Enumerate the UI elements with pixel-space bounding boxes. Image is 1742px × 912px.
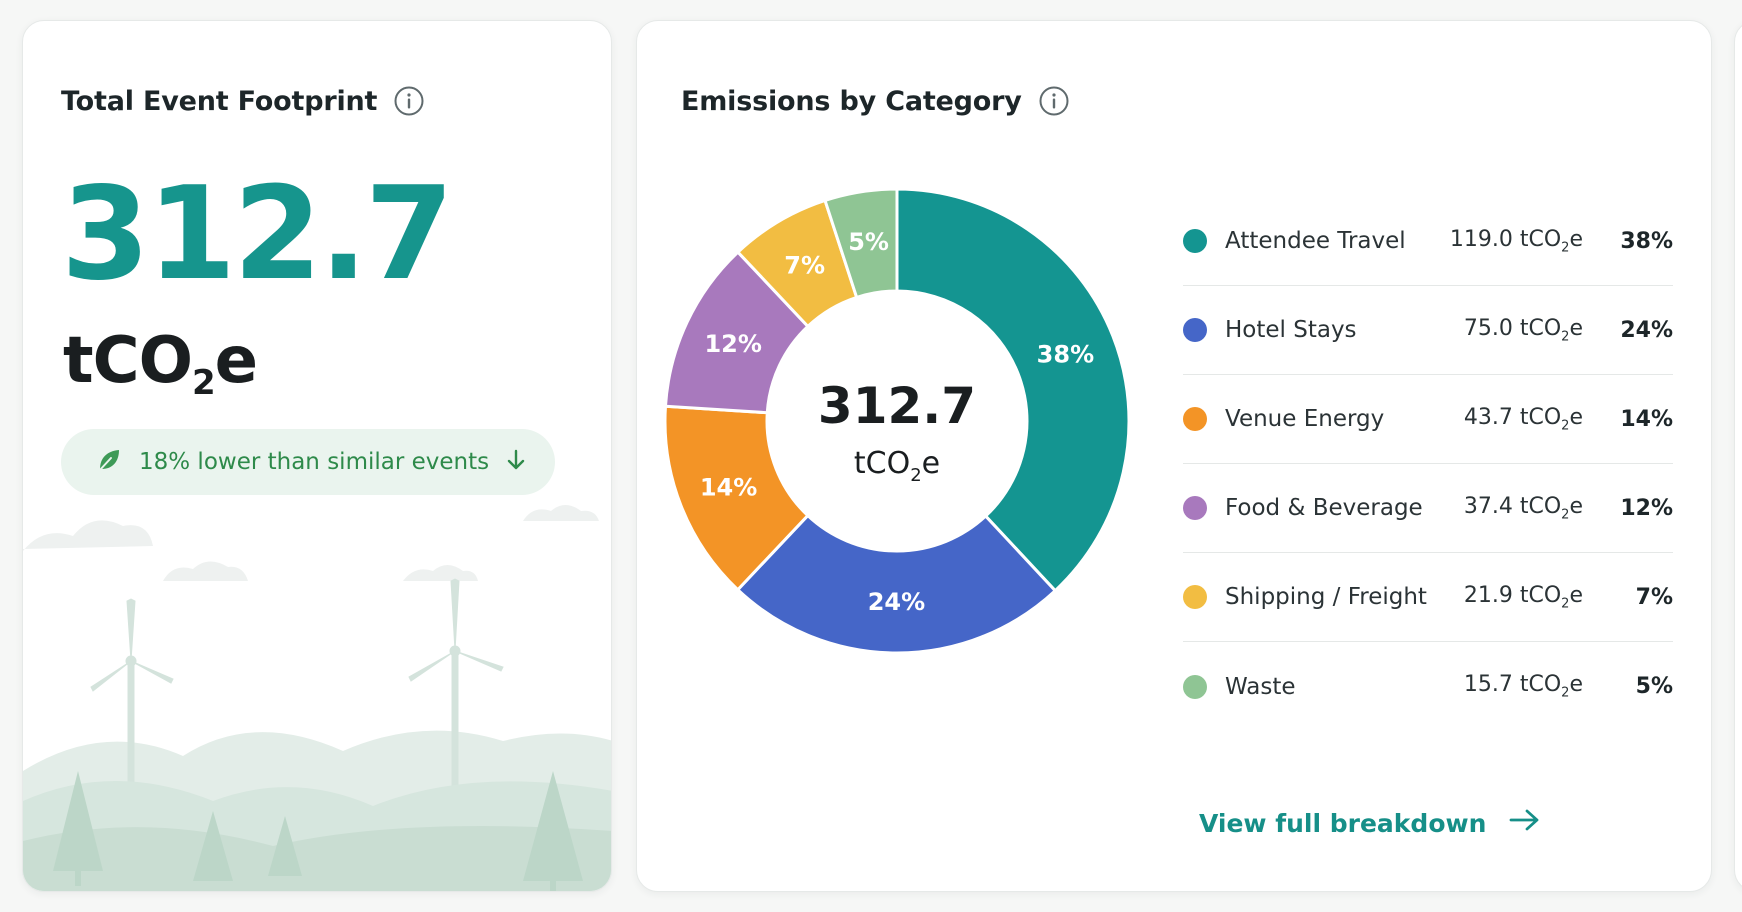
legend-unit-suffix: e <box>1569 404 1583 430</box>
info-icon[interactable] <box>393 85 425 117</box>
emissions-donut-chart: 38% 24% 14% 12% 7% 5% 312.7 tCO2e <box>663 187 1131 655</box>
info-icon[interactable] <box>1038 85 1070 117</box>
legend-row[interactable]: Hotel Stays 75.0 tCO2e 24% <box>1183 286 1673 375</box>
legend-value-number: 75.0 <box>1463 315 1520 341</box>
legend-category-name: Waste <box>1225 673 1296 700</box>
legend-unit-prefix: tCO <box>1519 226 1562 252</box>
legend-unit-subscript: 2 <box>1561 507 1570 523</box>
legend-unit-subscript: 2 <box>1561 240 1570 256</box>
comparison-text: 18% lower than similar events <box>139 449 490 475</box>
view-full-breakdown-label: View full breakdown <box>1199 808 1487 838</box>
legend-unit-prefix: tCO <box>1519 493 1562 519</box>
unit-prefix: tCO <box>63 324 193 398</box>
legend-unit-subscript: 2 <box>1561 596 1570 612</box>
emissions-legend: Attendee Travel 119.0 tCO2e 38% Hotel Stays… <box>1183 197 1673 731</box>
legend-unit-suffix: e <box>1569 493 1583 519</box>
legend-value-number: 15.7 <box>1463 672 1520 698</box>
wind-turbine-landscape-illustration <box>23 505 611 891</box>
legend-category-value: 119.0 tCO2e <box>1450 227 1583 255</box>
total-footprint-value: 312.7 <box>61 160 454 309</box>
legend-unit-prefix: tCO <box>1519 582 1562 608</box>
emissions-by-category-card: Emissions by Category 38% 24% 14% 12% 7% 5% 3… <box>636 20 1712 892</box>
legend-row[interactable]: Waste 15.7 tCO2e 5% <box>1183 642 1673 731</box>
donut-slice-label: 12% <box>704 330 761 358</box>
donut-slice-label: 38% <box>1037 341 1094 369</box>
legend-color-dot <box>1183 229 1207 253</box>
legend-category-name: Shipping / Freight <box>1225 584 1427 610</box>
arrow-right-icon <box>1508 807 1542 839</box>
legend-category-name: Hotel Stays <box>1225 317 1357 343</box>
donut-slice-label: 7% <box>784 251 825 279</box>
donut-slice-label: 24% <box>868 588 925 616</box>
legend-category-value: 37.4 tCO2e <box>1464 494 1583 522</box>
legend-category-percent: 24% <box>1620 317 1673 343</box>
leaf-icon <box>95 446 123 478</box>
legend-color-dot <box>1183 407 1207 431</box>
legend-category-value: 43.7 tCO2e <box>1464 405 1583 433</box>
legend-category-name: Venue Energy <box>1225 406 1385 432</box>
emissions-title: Emissions by Category <box>681 85 1022 117</box>
next-card-edge <box>1734 20 1742 892</box>
legend-row[interactable]: Shipping / Freight 21.9 tCO2e 7% <box>1183 553 1673 642</box>
emissions-header: Emissions by Category <box>681 85 1070 117</box>
legend-color-dot <box>1183 674 1207 699</box>
unit-suffix: e <box>214 324 258 398</box>
unit-subscript: 2 <box>910 465 921 486</box>
unit-suffix: e <box>922 446 940 481</box>
legend-category-name: Attendee Travel <box>1225 228 1406 254</box>
legend-unit-subscript: 2 <box>1561 329 1570 345</box>
legend-category-percent: 14% <box>1620 406 1673 432</box>
legend-category-percent: 7% <box>1635 584 1673 610</box>
legend-unit-suffix: e <box>1569 672 1583 698</box>
legend-category-percent: 5% <box>1635 674 1673 699</box>
total-footprint-card: Total Event Footprint 312.7 tCO2e 18% lo… <box>22 20 612 892</box>
total-footprint-title: Total Event Footprint <box>61 85 378 117</box>
donut-slice-label: 5% <box>848 228 889 256</box>
legend-row[interactable]: Attendee Travel 119.0 tCO2e 38% <box>1183 197 1673 286</box>
donut-slice-label: 14% <box>700 473 757 501</box>
legend-category-percent: 12% <box>1620 495 1673 521</box>
legend-unit-subscript: 2 <box>1561 418 1570 434</box>
legend-unit-suffix: e <box>1569 226 1583 252</box>
legend-value-number: 21.9 <box>1463 582 1520 608</box>
donut-center-unit: tCO2e <box>854 446 940 486</box>
legend-category-name: Food & Beverage <box>1225 495 1423 521</box>
comparison-badge: 18% lower than similar events <box>61 429 555 495</box>
legend-category-percent: 38% <box>1620 228 1673 254</box>
view-full-breakdown-link[interactable]: View full breakdown <box>1199 807 1542 839</box>
legend-unit-suffix: e <box>1569 582 1583 608</box>
legend-value-number: 37.4 <box>1463 493 1520 519</box>
legend-color-dot <box>1183 585 1207 609</box>
legend-unit-subscript: 2 <box>1561 685 1570 701</box>
legend-row[interactable]: Food & Beverage 37.4 tCO2e 12% <box>1183 464 1673 553</box>
total-footprint-header: Total Event Footprint <box>61 85 425 117</box>
donut-center-value: 312.7 <box>818 377 976 435</box>
legend-category-value: 15.7 tCO2e <box>1464 672 1583 700</box>
unit-prefix: tCO <box>854 446 910 481</box>
legend-color-dot <box>1183 318 1207 342</box>
arrow-down-icon <box>505 448 527 476</box>
legend-unit-suffix: e <box>1569 315 1583 341</box>
donut-hole <box>767 291 1027 551</box>
legend-value-number: 43.7 <box>1463 404 1520 430</box>
unit-subscript: 2 <box>191 363 216 403</box>
legend-value-number: 119.0 <box>1449 226 1520 252</box>
legend-unit-prefix: tCO <box>1519 672 1562 698</box>
legend-row[interactable]: Venue Energy 43.7 tCO2e 14% <box>1183 375 1673 464</box>
total-footprint-unit: tCO2e <box>63 329 258 403</box>
legend-category-value: 21.9 tCO2e <box>1464 583 1583 611</box>
legend-category-value: 75.0 tCO2e <box>1464 316 1583 344</box>
legend-color-dot <box>1183 496 1207 520</box>
legend-unit-prefix: tCO <box>1519 315 1562 341</box>
legend-unit-prefix: tCO <box>1519 404 1562 430</box>
